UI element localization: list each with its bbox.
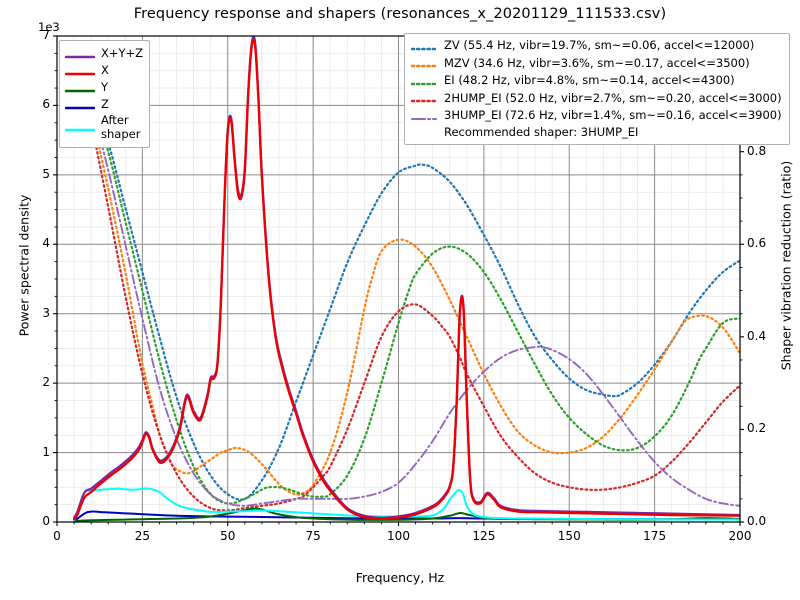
legend-label: Z bbox=[101, 97, 109, 111]
y-tick-label-left: 5 bbox=[42, 166, 50, 181]
chart-title: Frequency response and shapers (resonanc… bbox=[133, 6, 667, 22]
legend-swatch-solid-icon bbox=[64, 65, 96, 77]
legend-label: X+Y+Z bbox=[101, 46, 144, 60]
x-tick-label: 25 bbox=[134, 529, 151, 543]
legend-label: After shaper bbox=[101, 113, 141, 141]
legend-swatch-solid-icon bbox=[64, 82, 96, 94]
y-tick-label-right: 0.6 bbox=[747, 236, 767, 251]
y-axis-exponent-label: 1e3 bbox=[38, 20, 60, 34]
legend-item-x-y-z: X+Y+Z bbox=[64, 45, 144, 62]
legend-item-mzv: MZV (34.6 Hz, vibr=3.6%, sm~=0.17, accel… bbox=[410, 55, 782, 73]
x-tick-label: 125 bbox=[472, 529, 496, 543]
y-tick-label-right: 0.8 bbox=[747, 143, 767, 158]
y-tick-label-right: 0.2 bbox=[747, 421, 767, 436]
x-tick-label: 50 bbox=[220, 529, 236, 543]
legend-item-y: Y bbox=[64, 79, 143, 96]
legend-item-z: Z bbox=[64, 96, 143, 113]
y-tick-label-left: 0 bbox=[42, 514, 50, 528]
y-tick-label-right: 0.0 bbox=[747, 514, 767, 528]
legend-swatch-solid-icon bbox=[64, 121, 96, 133]
psd-curve-after-shaper bbox=[73, 487, 740, 522]
legend-swatch-shaper-icon bbox=[410, 57, 438, 69]
y-tick-label-left: 1 bbox=[42, 444, 50, 459]
shaper-curve-ei bbox=[72, 58, 740, 505]
x-axis-label: Frequency, Hz bbox=[355, 570, 445, 585]
x-tick-label: 150 bbox=[557, 529, 581, 543]
y-tick-label-left: 4 bbox=[42, 236, 50, 251]
legend-label: 3HUMP_EI (72.6 Hz, vibr=1.4%, sm~=0.16, … bbox=[444, 108, 782, 123]
x-tick-label: 175 bbox=[643, 529, 667, 543]
legend-item-ei: EI (48.2 Hz, vibr=4.8%, sm~=0.14, accel<… bbox=[410, 72, 782, 90]
legend-item-after-shaper: After shaper bbox=[64, 113, 143, 143]
recommended-shaper-note: Recommended shaper: 3HUMP_EI bbox=[444, 124, 639, 139]
legend-item-3hump_ei: 3HUMP_EI (72.6 Hz, vibr=1.4%, sm~=0.16, … bbox=[411, 107, 782, 125]
legend-swatch-shaper-icon bbox=[410, 92, 438, 104]
legend-label: EI (48.2 Hz, vibr=4.8%, sm~=0.14, accel<… bbox=[444, 73, 735, 88]
legend-axes: X+Y+Z X Y Z After shaper bbox=[59, 40, 151, 148]
psd-curve-x bbox=[72, 38, 740, 521]
x-tick-label: 200 bbox=[728, 529, 752, 543]
y-axis-right-label: Shaper vibration reduction (ratio) bbox=[778, 160, 794, 371]
legend-swatch-solid-icon bbox=[64, 48, 96, 60]
legend-item-zv: ZV (55.4 Hz, vibr=19.7%, sm~=0.06, accel… bbox=[410, 37, 782, 55]
y-tick-label-left: 7 bbox=[42, 28, 50, 42]
legend-swatch-shaper-icon bbox=[410, 40, 438, 52]
legend-swatch-shaper-icon bbox=[410, 75, 438, 87]
x-tick-label: 0 bbox=[53, 529, 61, 543]
x-tick-label: 100 bbox=[387, 529, 410, 543]
legend-label: 2HUMP_EI (52.0 Hz, vibr=2.7%, sm~=0.20, … bbox=[444, 90, 782, 105]
shaper-curve-3hump_ei bbox=[73, 58, 740, 507]
legend-label: Y bbox=[101, 80, 109, 94]
y-tick-label-left: 2 bbox=[42, 375, 50, 390]
legend-item-2hump_ei: 2HUMP_EI (52.0 Hz, vibr=2.7%, sm~=0.20, … bbox=[410, 90, 782, 108]
shaper-curve-2hump_ei bbox=[72, 58, 740, 512]
y-tick-label-left: 6 bbox=[42, 97, 50, 112]
legend-label: MZV (34.6 Hz, vibr=3.6%, sm~=0.17, accel… bbox=[444, 55, 750, 70]
legend-shapers: ZV (55.4 Hz, vibr=19.7%, sm~=0.06, accel… bbox=[404, 33, 790, 145]
y-axis-left-label: Power spectral density bbox=[16, 194, 32, 337]
legend-item-x: X bbox=[64, 62, 143, 79]
legend-swatch-shaper-icon bbox=[411, 110, 437, 122]
legend-swatch-solid-icon bbox=[64, 99, 96, 111]
legend-label: X bbox=[101, 63, 109, 77]
shaper-curve-zv bbox=[72, 58, 740, 501]
x-tick-label: 75 bbox=[305, 529, 321, 543]
y-tick-label-left: 3 bbox=[42, 305, 50, 320]
y-tick-label-right: 0.4 bbox=[747, 328, 767, 343]
legend-label: ZV (55.4 Hz, vibr=19.7%, sm~=0.06, accel… bbox=[444, 38, 755, 53]
